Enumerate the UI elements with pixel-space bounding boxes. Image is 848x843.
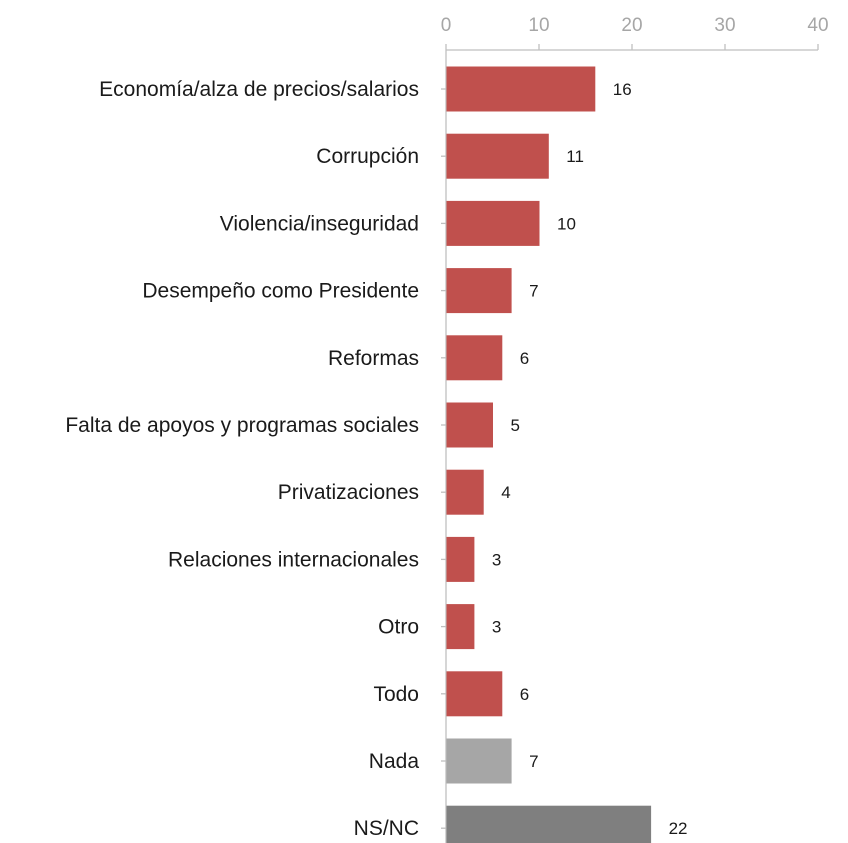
bars-group — [446, 66, 652, 843]
bar — [446, 402, 493, 448]
bar — [446, 133, 549, 179]
x-tick-label: 0 — [441, 15, 452, 36]
bar — [446, 66, 596, 112]
category-label: Corrupción — [316, 145, 419, 168]
category-label: Relaciones internacionales — [168, 548, 419, 571]
data-label: 16 — [613, 80, 632, 99]
bar — [446, 604, 475, 650]
category-labels: Economía/alza de precios/salarios Corrupc… — [65, 78, 419, 840]
bar — [446, 671, 503, 717]
data-label: 7 — [529, 752, 538, 771]
category-label: Desempeño como Presidente — [142, 280, 419, 303]
category-label: NS/NC — [354, 817, 419, 840]
data-label: 22 — [669, 819, 688, 838]
category-label: Reformas — [328, 347, 419, 370]
x-tick-label: 10 — [528, 15, 549, 36]
data-label: 10 — [557, 214, 576, 233]
data-label: 7 — [529, 282, 538, 301]
bar — [446, 738, 512, 784]
data-label: 3 — [492, 550, 501, 569]
category-label: Violencia/inseguridad — [220, 212, 419, 235]
bar — [446, 536, 475, 582]
category-label: Privatizaciones — [278, 481, 419, 504]
x-tick-label: 40 — [807, 15, 828, 36]
data-label: 6 — [520, 685, 529, 704]
x-tick-label: 20 — [621, 15, 642, 36]
bar — [446, 335, 503, 381]
bar — [446, 200, 540, 246]
bar — [446, 469, 484, 515]
x-tick-label: 30 — [714, 15, 735, 36]
data-label: 11 — [566, 147, 584, 166]
data-label: 4 — [501, 483, 510, 502]
value-labels: 16 11 10 7 6 5 4 3 3 6 7 22 — [492, 80, 688, 838]
data-label: 3 — [492, 618, 501, 637]
bar — [446, 268, 512, 314]
category-label: Todo — [373, 683, 419, 706]
x-axis: 0 10 20 30 40 — [441, 15, 829, 843]
data-label: 6 — [520, 349, 529, 368]
category-label: Falta de apoyos y programas sociales — [65, 414, 419, 437]
category-label: Otro — [378, 616, 419, 639]
bar — [446, 805, 652, 843]
data-label: 5 — [511, 416, 520, 435]
category-label: Nada — [369, 750, 420, 773]
category-label: Economía/alza de precios/salarios — [99, 78, 419, 101]
